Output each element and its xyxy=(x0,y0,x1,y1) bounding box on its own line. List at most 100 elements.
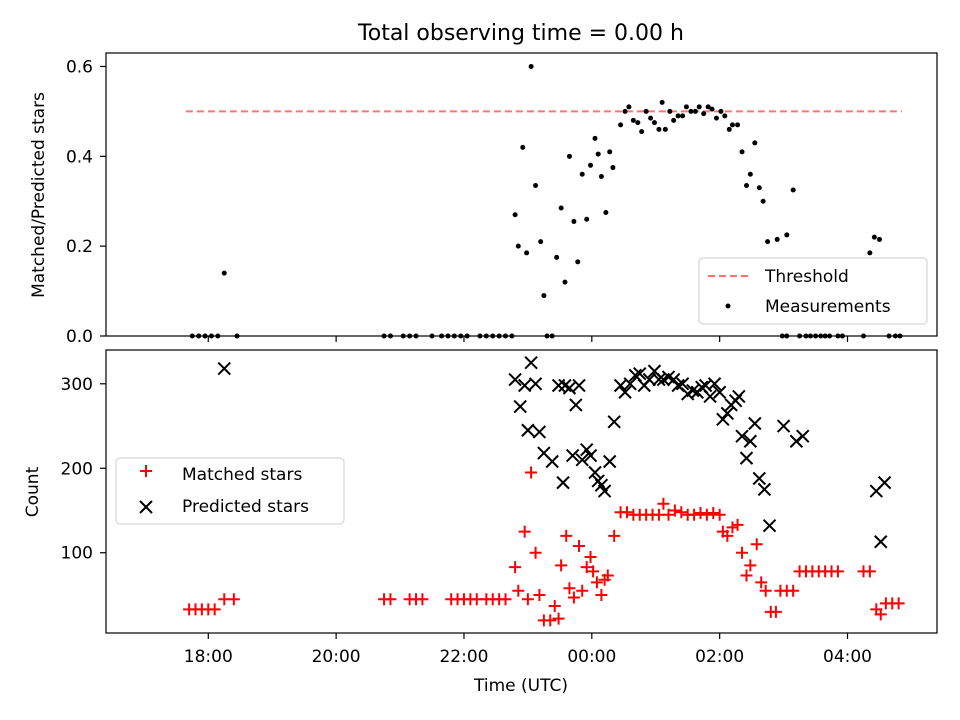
top-y-tick-label: 0.0 xyxy=(66,327,93,347)
measurements-legend-label: Measurements xyxy=(765,297,891,317)
matched-star-point xyxy=(552,612,565,625)
x-tick-label: 04:00 xyxy=(823,647,872,667)
measurement-point xyxy=(692,108,698,114)
matched-star-point xyxy=(736,546,749,559)
matched-star-point xyxy=(590,576,603,589)
measurement-point xyxy=(726,126,732,132)
matched-star-point xyxy=(499,593,512,606)
measurement-point xyxy=(722,113,728,119)
measurement-point xyxy=(803,333,809,339)
measurement-point xyxy=(639,129,645,135)
predicted-star-point xyxy=(579,442,594,457)
matched-star-point xyxy=(533,588,546,601)
measurement-point xyxy=(544,333,550,339)
measurement-point xyxy=(458,333,464,339)
bottom-y-tick-label: 300 xyxy=(61,375,93,395)
measurement-point xyxy=(739,149,745,155)
matched-star-point xyxy=(587,565,600,578)
matched-star-point xyxy=(384,593,397,606)
figure-title: Total observing time = 0.00 h xyxy=(357,21,684,46)
predicted-star-point xyxy=(642,372,657,387)
measurement-point xyxy=(558,205,564,211)
measurement-point xyxy=(503,333,509,339)
measurement-point xyxy=(445,333,451,339)
matched-star-point xyxy=(713,508,726,521)
predicted-star-point xyxy=(743,434,758,448)
measurement-point xyxy=(718,108,724,114)
x-tick-label: 18:00 xyxy=(184,647,233,667)
measurement-point xyxy=(562,279,568,285)
matched-star-point xyxy=(620,506,633,519)
x-tick-label: 00:00 xyxy=(567,647,616,667)
matched-star-point xyxy=(688,508,701,521)
matched-star-point xyxy=(576,584,589,597)
matched-star-point xyxy=(668,504,681,517)
x-axis-label: Time (UTC) xyxy=(473,676,568,696)
matched-star-point xyxy=(529,546,542,559)
matched-legend-label: Matched stars xyxy=(182,465,302,485)
predicted-star-point xyxy=(732,389,746,404)
predicted-legend-swatch xyxy=(139,500,153,514)
measurement-point xyxy=(524,250,530,256)
matched-star-point xyxy=(675,506,688,519)
predicted-star-point xyxy=(666,372,681,387)
matched-star-point xyxy=(755,576,768,589)
measurement-point xyxy=(867,250,873,256)
measurement-point xyxy=(735,122,741,128)
measurements-legend-swatch xyxy=(725,303,731,309)
measurement-point xyxy=(667,108,673,114)
measurement-point xyxy=(696,104,702,110)
measurement-point xyxy=(490,333,496,339)
matched-star-point xyxy=(601,569,614,582)
predicted-star-point xyxy=(607,415,621,429)
predicted-star-point xyxy=(652,372,666,387)
measurement-point xyxy=(566,153,572,159)
predicted-star-point xyxy=(707,377,722,391)
measurement-point xyxy=(429,333,435,339)
measurement-point xyxy=(671,117,677,123)
matched-star-point xyxy=(707,507,720,520)
measurement-point xyxy=(618,122,624,128)
measurement-point xyxy=(892,333,898,339)
measurement-point xyxy=(603,209,609,215)
predicted-star-point xyxy=(762,519,777,533)
measurement-point xyxy=(886,333,892,339)
matched-star-point xyxy=(750,538,763,551)
predicted-star-point xyxy=(569,398,583,412)
measurement-point xyxy=(790,187,796,193)
measurement-point xyxy=(202,333,208,339)
predicted-star-point xyxy=(720,406,735,421)
matched-star-point xyxy=(721,529,734,542)
predicted-star-point xyxy=(528,377,543,391)
measurement-point xyxy=(439,333,445,339)
measurement-point xyxy=(680,113,686,119)
matched-star-point xyxy=(892,597,905,610)
measurement-point xyxy=(683,104,689,110)
top-y-tick-label: 0.2 xyxy=(66,237,93,257)
measurement-point xyxy=(797,333,803,339)
measurement-point xyxy=(413,333,419,339)
measurement-point xyxy=(622,108,628,114)
measurement-point xyxy=(579,171,585,177)
predicted-star-point xyxy=(633,366,647,381)
measurement-point xyxy=(554,254,560,260)
measurement-point xyxy=(713,115,719,121)
matched-star-point xyxy=(521,593,534,606)
matched-star-point xyxy=(509,561,522,574)
measurement-point xyxy=(515,243,521,249)
matched-star-point xyxy=(573,539,586,552)
bottom-y-axis-label: Count xyxy=(23,466,43,517)
predicted-star-point xyxy=(572,378,586,393)
matched-star-point xyxy=(744,559,757,572)
matched-star-point xyxy=(595,588,608,601)
matched-star-point xyxy=(518,525,531,538)
predicted-legend-label: Predicted stars xyxy=(182,497,309,517)
predicted-star-point xyxy=(748,416,762,431)
matched-star-point xyxy=(227,593,240,606)
measurement-point xyxy=(496,333,502,339)
measurement-point xyxy=(528,63,534,69)
predicted-star-point xyxy=(603,454,617,469)
measurement-point xyxy=(626,104,632,110)
